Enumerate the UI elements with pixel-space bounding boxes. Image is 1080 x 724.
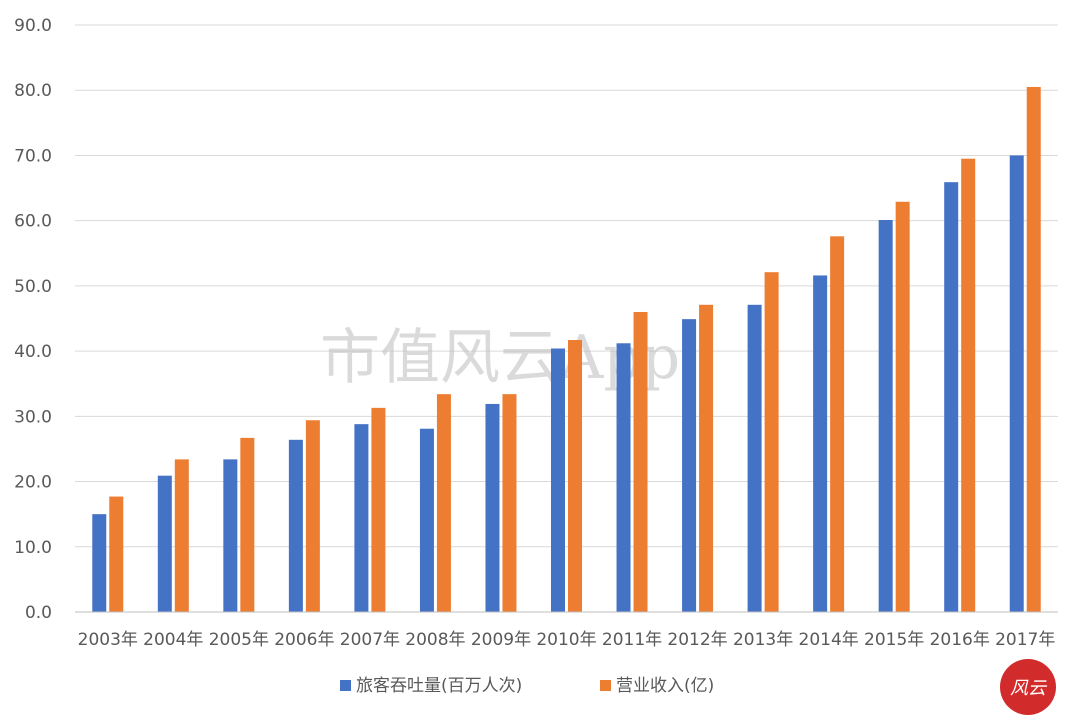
bar-revenue-2017年 <box>1026 86 1041 612</box>
y-tick-label: 10.0 <box>14 538 52 558</box>
bar-passengers-2007年 <box>354 424 369 612</box>
bar-revenue-2016年 <box>961 158 976 612</box>
legend-swatch <box>600 680 611 691</box>
bar-revenue-2006年 <box>305 420 320 612</box>
x-tick-label: 2011年 <box>602 630 662 650</box>
x-tick-label: 2016年 <box>930 630 990 650</box>
bar-passengers-2016年 <box>944 182 959 613</box>
y-tick-label: 70.0 <box>14 146 52 166</box>
x-tick-label: 2013年 <box>733 630 793 650</box>
bar-passengers-2003年 <box>92 514 107 612</box>
y-tick-label: 60.0 <box>14 212 52 232</box>
logo-badge: 风云 <box>1000 659 1056 715</box>
y-tick-label: 50.0 <box>14 277 52 297</box>
x-tick-label: 2005年 <box>209 630 269 650</box>
bar-passengers-2015年 <box>878 220 893 612</box>
logo-text: 风云 <box>1010 678 1048 699</box>
x-tick-label: 2003年 <box>78 630 138 650</box>
x-tick-label: 2017年 <box>995 630 1055 650</box>
bars <box>92 86 1041 613</box>
bar-passengers-2012年 <box>682 319 697 612</box>
bar-revenue-2014年 <box>830 236 845 612</box>
bar-passengers-2008年 <box>419 428 434 612</box>
bar-revenue-2005年 <box>240 437 255 612</box>
y-tick-label: 80.0 <box>14 81 52 101</box>
legend-label: 营业收入(亿) <box>616 676 714 696</box>
y-tick-label: 20.0 <box>14 473 52 493</box>
y-tick-label: 0.0 <box>25 603 52 623</box>
bar-passengers-2013年 <box>747 304 762 612</box>
legend-label: 旅客吞吐量(百万人次) <box>356 676 522 696</box>
bar-passengers-2011年 <box>616 343 631 612</box>
bar-passengers-2014年 <box>813 275 828 612</box>
grid-lines <box>75 24 1058 548</box>
bar-revenue-2012年 <box>699 304 714 612</box>
bar-passengers-2004年 <box>157 475 172 612</box>
bar-revenue-2007年 <box>371 407 386 612</box>
y-tick-label: 30.0 <box>14 407 52 427</box>
bar-passengers-2010年 <box>551 348 565 612</box>
y-axis-ticks: 0.0 10.0 20.0 30.0 40.0 50.0 60.0 70.0 80.0 90.0 <box>14 16 52 623</box>
bar-revenue-2015年 <box>895 201 910 612</box>
bar-revenue-2003年 <box>109 496 124 612</box>
x-tick-label: 2006年 <box>274 630 334 650</box>
logo-circle <box>1000 659 1056 715</box>
bar-passengers-2005年 <box>223 459 238 612</box>
bar-revenue-2013年 <box>764 272 779 612</box>
bar-revenue-2008年 <box>436 394 451 612</box>
bar-revenue-2011年 <box>633 311 648 612</box>
y-tick-label: 90.0 <box>14 16 52 36</box>
x-tick-label: 2009年 <box>471 630 531 650</box>
bar-passengers-2017年 <box>1009 155 1024 612</box>
bar-revenue-2010年 <box>568 340 582 612</box>
legend-swatch <box>340 680 351 691</box>
legend: 旅客吞吐量(百万人次) 营业收入(亿) <box>340 676 714 696</box>
x-tick-label: 2015年 <box>864 630 924 650</box>
bar-passengers-2006年 <box>288 439 303 612</box>
x-tick-label: 2008年 <box>405 630 465 650</box>
bar-revenue-2009年 <box>502 394 517 612</box>
x-axis-ticks: 2003年 2004年 2005年 2006年 2007年 2008年 2009年 2010年… <box>78 630 1056 650</box>
y-tick-label: 40.0 <box>14 342 52 362</box>
bar-revenue-2004年 <box>174 459 189 612</box>
x-tick-label: 2012年 <box>667 630 727 650</box>
x-tick-label: 2007年 <box>340 630 400 650</box>
x-tick-label: 2004年 <box>143 630 203 650</box>
x-tick-label: 2010年 <box>536 630 596 650</box>
x-tick-label: 2014年 <box>799 630 859 650</box>
bar-passengers-2009年 <box>485 403 500 612</box>
